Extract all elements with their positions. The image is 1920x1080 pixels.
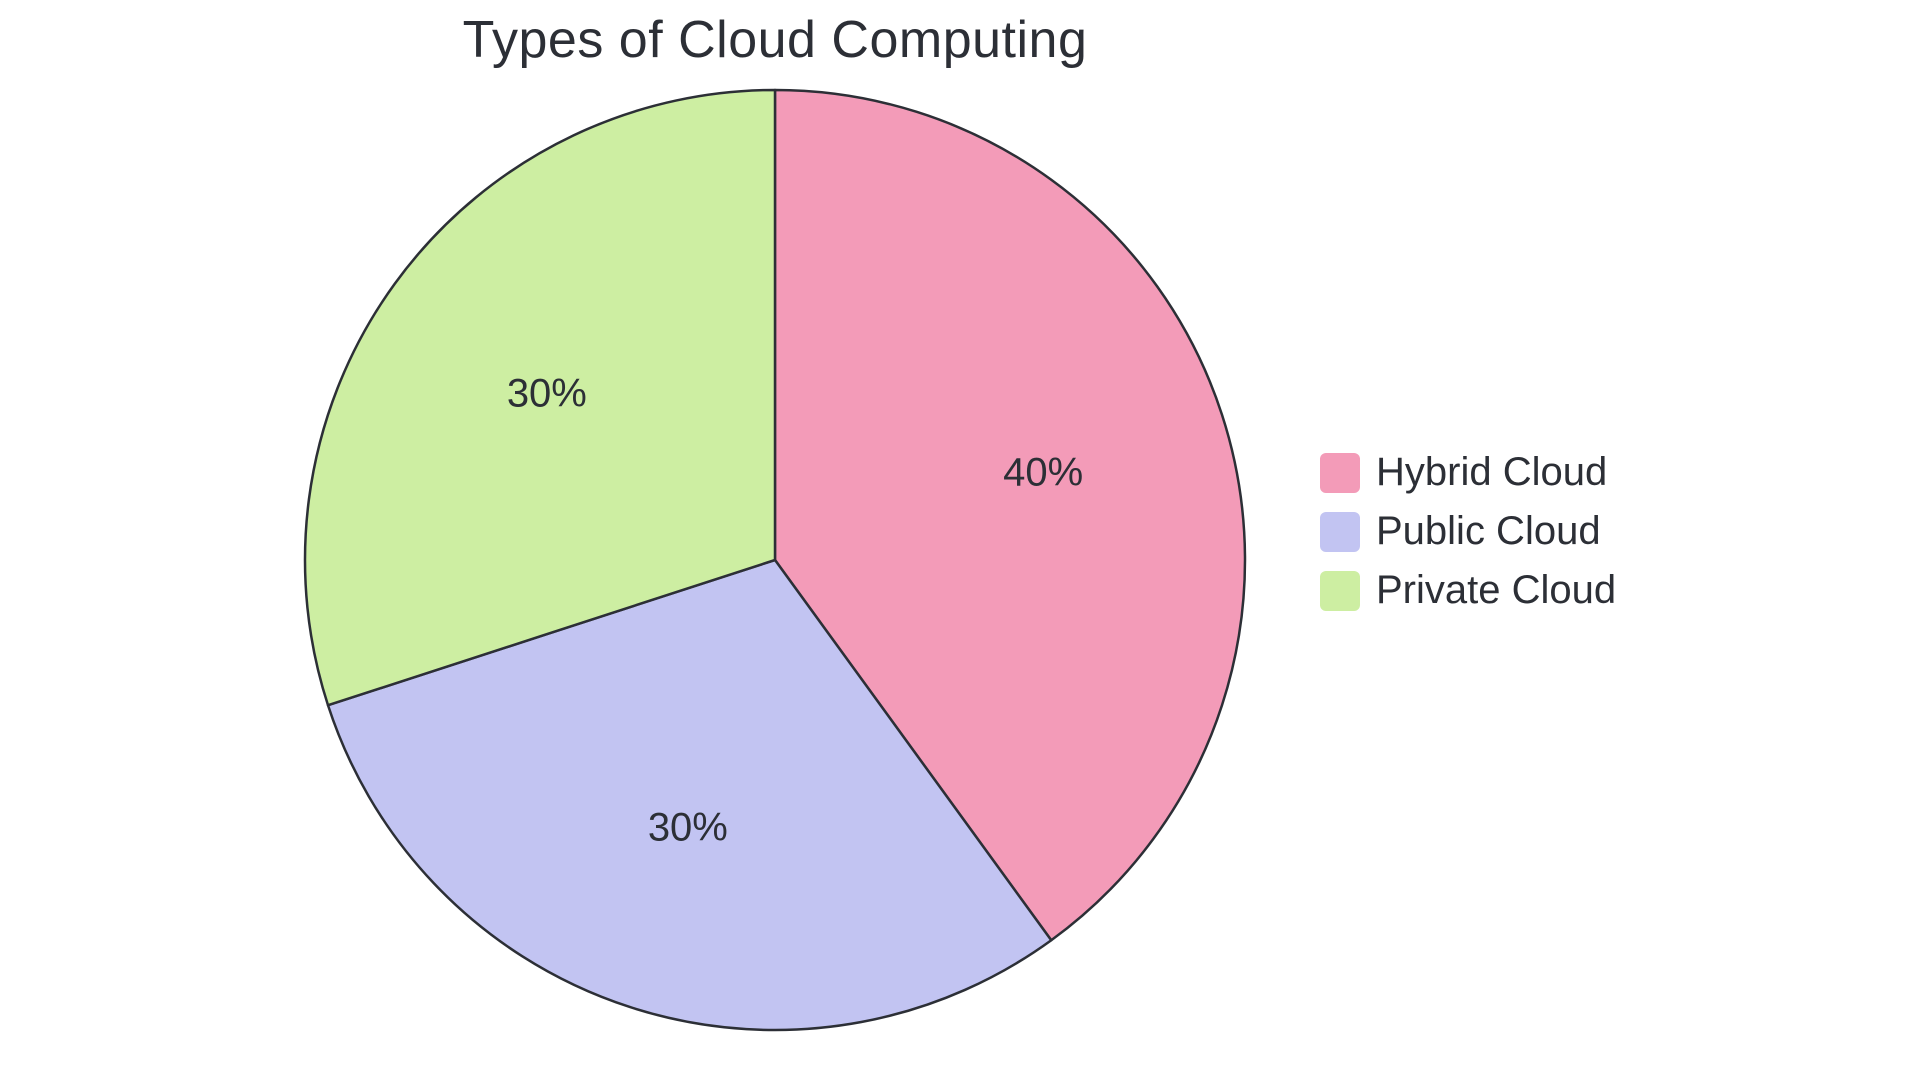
legend: Hybrid Cloud Public Cloud Private Cloud xyxy=(1320,450,1616,613)
slice-percent-label: 40% xyxy=(1003,450,1083,495)
legend-label: Hybrid Cloud xyxy=(1376,450,1607,495)
legend-row: Public Cloud xyxy=(1320,509,1616,554)
legend-row: Private Cloud xyxy=(1320,568,1616,613)
slice-percent-label: 30% xyxy=(507,372,587,417)
chart-stage: Types of Cloud Computing 40% 30% 30% Hybri… xyxy=(0,0,1920,1080)
legend-row: Hybrid Cloud xyxy=(1320,450,1616,495)
pie-chart xyxy=(301,86,1249,1039)
legend-swatch xyxy=(1320,453,1360,493)
legend-label: Private Cloud xyxy=(1376,568,1616,613)
legend-swatch xyxy=(1320,512,1360,552)
legend-swatch xyxy=(1320,571,1360,611)
chart-title: Types of Cloud Computing xyxy=(0,10,1550,70)
pie-svg xyxy=(301,86,1249,1034)
slice-percent-label: 30% xyxy=(648,806,728,851)
legend-label: Public Cloud xyxy=(1376,509,1601,554)
